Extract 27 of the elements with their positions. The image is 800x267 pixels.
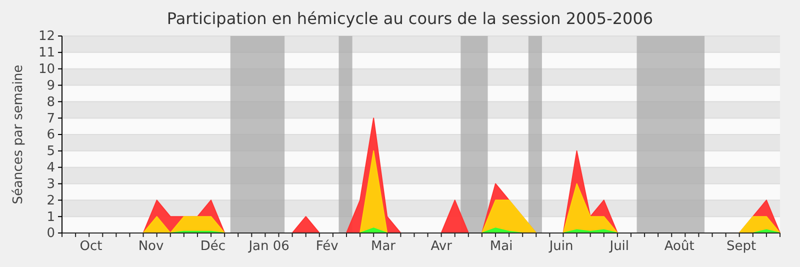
y-tick-label: 7 <box>46 111 55 126</box>
y-tick-label: 1 <box>46 210 55 225</box>
x-tick-label: Juil <box>608 239 630 254</box>
y-tick-label: 10 <box>38 62 55 77</box>
y-tick-label: 2 <box>46 193 55 208</box>
y-tick-label: 4 <box>46 160 55 176</box>
x-tick-label: Mar <box>370 239 396 254</box>
x-tick-label: Fév <box>316 239 339 254</box>
y-tick-label: 8 <box>46 94 55 110</box>
x-tick-label: Sept <box>726 239 756 254</box>
x-tick-label: Avr <box>430 239 453 254</box>
x-tick-label: Août <box>664 239 694 254</box>
y-tick-label: 12 <box>38 29 55 44</box>
chart-title: Participation en hémicycle au cours de la session 2005-2006 <box>166 9 654 28</box>
y-tick-label: 3 <box>46 176 55 192</box>
x-tick-label: Déc <box>200 239 226 254</box>
x-tick-label: Mai <box>490 239 513 254</box>
x-tick-label: Juin <box>548 239 574 254</box>
y-axis-title: Séances par semaine <box>11 64 26 204</box>
x-tick-label: Jan 06 <box>248 239 290 254</box>
y-tick-label: 11 <box>38 46 55 61</box>
y-tick-label: 9 <box>46 78 55 94</box>
y-tick-label: 0 <box>46 226 55 242</box>
y-tick-label: 6 <box>46 128 55 143</box>
x-tick-label: Nov <box>138 239 164 254</box>
x-tick-label: Oct <box>80 239 102 254</box>
y-tick-label: 5 <box>46 144 55 160</box>
